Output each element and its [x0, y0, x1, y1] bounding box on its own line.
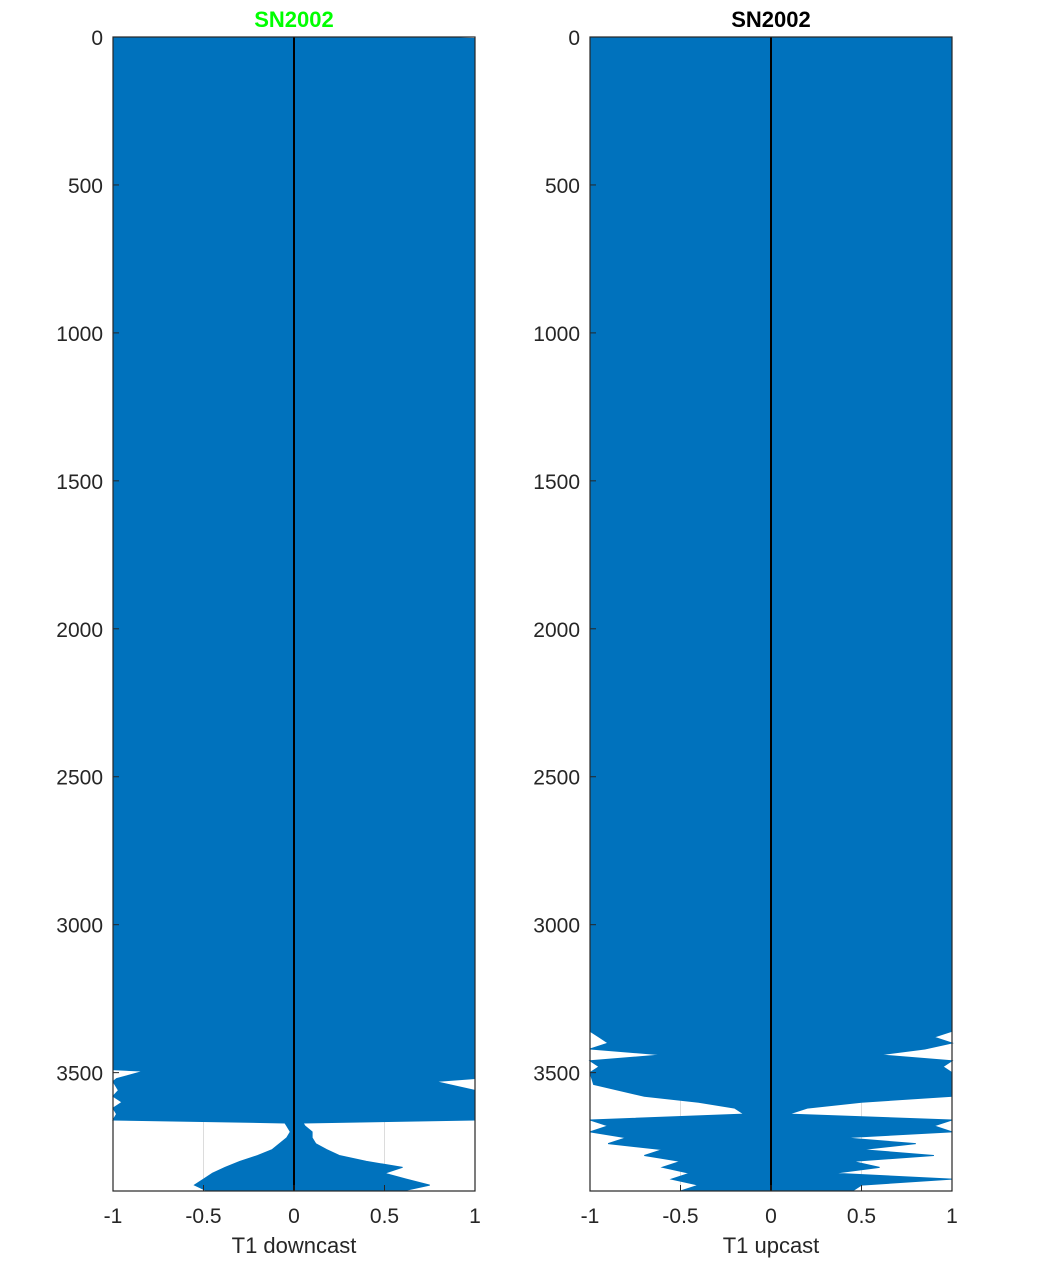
upcast-panel: -1 -0.5 0 0.5 1 0 500 1000 1500 2000 2500 3000 3500 S…: [533, 7, 958, 1258]
downcast-title: SN2002: [254, 7, 334, 32]
upcast-y-tick-label: 500: [545, 175, 580, 198]
upcast-y-tick-label: 2000: [533, 619, 580, 642]
upcast-y-tick-label: 2500: [533, 767, 580, 790]
downcast-x-tick-label: 0.5: [370, 1205, 399, 1228]
downcast-y-tick-label: 500: [68, 175, 103, 198]
upcast-y-tick-label: 1000: [533, 323, 580, 346]
downcast-x-tick-label: -1: [104, 1205, 123, 1228]
upcast-y-tick-label: 1500: [533, 471, 580, 494]
upcast-x-tick-label: 0: [765, 1205, 777, 1228]
downcast-x-tick-label: 0: [288, 1205, 300, 1228]
downcast-y-tick-label: 3500: [56, 1063, 103, 1086]
upcast-title: SN2002: [731, 7, 811, 32]
upcast-x-tick-label: 0.5: [847, 1205, 876, 1228]
upcast-x-tick-label: -0.5: [662, 1205, 698, 1228]
upcast-x-axis-label: T1 upcast: [723, 1233, 820, 1258]
upcast-y-tick-label: 3500: [533, 1063, 580, 1086]
upcast-x-tick-label: 1: [946, 1205, 958, 1228]
downcast-x-tick-label: 1: [469, 1205, 481, 1228]
downcast-y-tick-label: 0: [91, 27, 103, 50]
upcast-y-tick-label: 3000: [533, 915, 580, 938]
downcast-y-tick-label: 2000: [56, 619, 103, 642]
upcast-x-tick-label: -1: [581, 1205, 600, 1228]
downcast-x-tick-label: -0.5: [185, 1205, 221, 1228]
downcast-y-tick-label: 1000: [56, 323, 103, 346]
downcast-y-tick-label: 1500: [56, 471, 103, 494]
downcast-y-tick-label: 3000: [56, 915, 103, 938]
downcast-panel: -1 -0.5 0 0.5 1 0 500 1000 1500 2000 2500 3000 3500 S…: [56, 7, 481, 1258]
upcast-y-tick-label: 0: [568, 27, 580, 50]
downcast-x-axis-label: T1 downcast: [232, 1233, 357, 1258]
downcast-y-tick-label: 2500: [56, 767, 103, 790]
